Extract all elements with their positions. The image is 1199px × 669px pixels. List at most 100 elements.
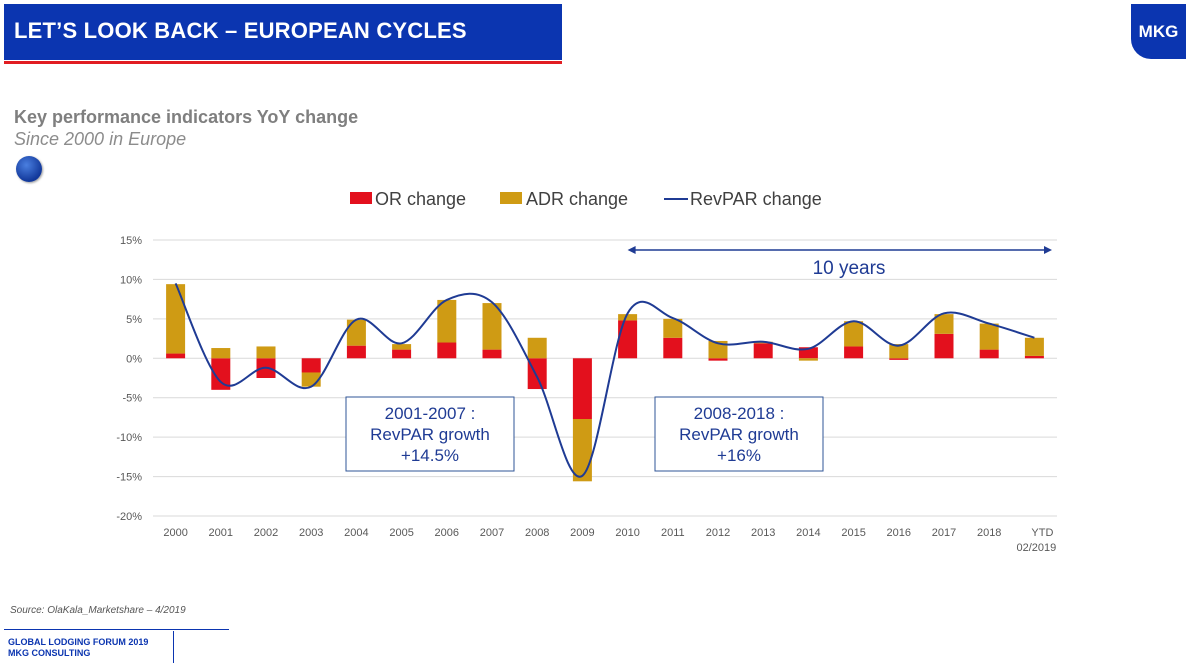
growth-box-2001-2007-text: +14.5% bbox=[401, 446, 459, 465]
or-bar bbox=[753, 343, 773, 359]
or-bar bbox=[889, 358, 909, 360]
or-bar bbox=[618, 320, 638, 359]
y-tick-label: 0% bbox=[126, 353, 142, 365]
adr-bar bbox=[1024, 337, 1044, 356]
or-bar bbox=[166, 353, 186, 359]
y-tick-label: -10% bbox=[116, 432, 142, 444]
kpi-title: Key performance indicators YoY change bbox=[14, 107, 359, 127]
y-tick-label: 5% bbox=[126, 314, 142, 326]
x-tick-label: YTD bbox=[1031, 527, 1053, 539]
x-tick-label: 2004 bbox=[344, 527, 368, 539]
growth-box-2001-2007-text: RevPAR growth bbox=[370, 425, 490, 444]
x-tick-label: 2018 bbox=[977, 527, 1001, 539]
growth-box-2008-2018-text: +16% bbox=[717, 446, 761, 465]
arrow-head-right bbox=[1044, 246, 1052, 254]
or-bar bbox=[708, 358, 728, 361]
x-tick-label: 2000 bbox=[163, 527, 187, 539]
legend-or-label: OR change bbox=[375, 189, 466, 209]
eu-flag-icon bbox=[16, 156, 42, 182]
y-tick-label: 10% bbox=[120, 274, 142, 286]
or-bar bbox=[437, 342, 457, 359]
grid-layer bbox=[153, 239, 1057, 517]
growth-box-2008-2018-text: 2008-2018 : bbox=[694, 404, 785, 423]
revpar-line bbox=[174, 282, 1035, 478]
adr-bar bbox=[166, 284, 186, 354]
or-bar bbox=[572, 358, 592, 420]
adr-bar bbox=[663, 318, 683, 338]
adr-bar bbox=[211, 348, 231, 359]
adr-bar bbox=[572, 419, 592, 482]
x-tick-label: 2002 bbox=[254, 527, 278, 539]
or-bar bbox=[979, 349, 999, 359]
legend: OR change ADR change RevPAR change bbox=[350, 189, 822, 209]
line-layer bbox=[174, 282, 1035, 478]
x-tick-label: 2016 bbox=[887, 527, 911, 539]
or-bar bbox=[844, 346, 864, 359]
growth-box-2008-2018-text: RevPAR growth bbox=[679, 425, 799, 444]
arrow-head-left bbox=[627, 246, 636, 254]
legend-adr-swatch bbox=[500, 192, 522, 204]
or-bar bbox=[934, 333, 954, 359]
adr-bar bbox=[346, 319, 366, 346]
adr-bar bbox=[844, 321, 864, 347]
legend-revpar-label: RevPAR change bbox=[690, 189, 822, 209]
growth-box-2001-2007-text: 2001-2007 : bbox=[385, 404, 476, 423]
bar-layer bbox=[166, 284, 1044, 482]
x-tick-label: 2011 bbox=[661, 527, 685, 539]
adr-bar bbox=[527, 337, 547, 359]
y-tick-label: -5% bbox=[122, 393, 142, 405]
or-bar bbox=[301, 358, 321, 373]
adr-bar bbox=[437, 299, 457, 343]
footer-event: GLOBAL LODGING FORUM 2019 bbox=[8, 637, 149, 647]
y-tick-label: 15% bbox=[120, 235, 142, 247]
adr-bar bbox=[889, 344, 909, 359]
kpi-subtitle: Since 2000 in Europe bbox=[14, 129, 187, 149]
x-tick-label: 2006 bbox=[435, 527, 459, 539]
footer-vertical-divider bbox=[173, 631, 174, 663]
or-bar bbox=[482, 349, 502, 359]
x-tick-label: 2001 bbox=[209, 527, 233, 539]
adr-bar bbox=[979, 323, 999, 350]
adr-bar bbox=[708, 340, 728, 359]
x-tick-label: 02/2019 bbox=[1017, 542, 1057, 554]
or-bar bbox=[1024, 355, 1044, 359]
or-bar bbox=[346, 345, 366, 359]
y-tick-label: -15% bbox=[116, 472, 142, 484]
annotation-layer: 10 years 2001-2007 : RevPAR growth +14.5% 20… bbox=[345, 246, 1052, 472]
legend-or-swatch bbox=[350, 192, 372, 204]
adr-bar bbox=[934, 314, 954, 334]
x-tick-label: 2015 bbox=[841, 527, 865, 539]
page-title: LET’S LOOK BACK – EUROPEAN CYCLES bbox=[14, 18, 467, 43]
adr-bar bbox=[618, 314, 638, 321]
or-bar bbox=[211, 358, 231, 390]
adr-bar bbox=[798, 358, 818, 361]
x-tick-label: 2014 bbox=[796, 527, 820, 539]
x-tick-label: 2003 bbox=[299, 527, 323, 539]
legend-adr-label: ADR change bbox=[526, 189, 628, 209]
x-tick-label: 2009 bbox=[570, 527, 594, 539]
source-note: Source: OlaKala_Marketshare – 4/2019 bbox=[10, 605, 186, 616]
axis-labels: 15% 10% 5% 0% -5% -10% -15% -20% 2000 2001 2002 200… bbox=[116, 235, 1056, 554]
x-tick-label: 2017 bbox=[932, 527, 956, 539]
y-tick-label: -20% bbox=[116, 511, 142, 523]
adr-bar bbox=[392, 344, 412, 350]
title-bar bbox=[4, 4, 562, 60]
mkg-logo: MKG bbox=[1131, 4, 1186, 59]
x-tick-label: 2012 bbox=[706, 527, 730, 539]
or-bar bbox=[663, 337, 683, 359]
or-bar bbox=[798, 347, 818, 359]
footer-company: MKG CONSULTING bbox=[8, 648, 91, 658]
or-bar bbox=[392, 349, 412, 359]
adr-bar bbox=[256, 346, 276, 359]
x-tick-label: 2013 bbox=[751, 527, 775, 539]
footer-divider bbox=[4, 629, 229, 630]
x-tick-label: 2008 bbox=[525, 527, 549, 539]
x-tick-label: 2007 bbox=[480, 527, 504, 539]
adr-bar bbox=[482, 303, 502, 350]
x-tick-label: 2010 bbox=[615, 527, 639, 539]
ten-years-label: 10 years bbox=[813, 258, 886, 279]
x-tick-label: 2005 bbox=[389, 527, 413, 539]
title-underline bbox=[4, 61, 562, 64]
growth-box-2008-2018 bbox=[654, 396, 824, 472]
